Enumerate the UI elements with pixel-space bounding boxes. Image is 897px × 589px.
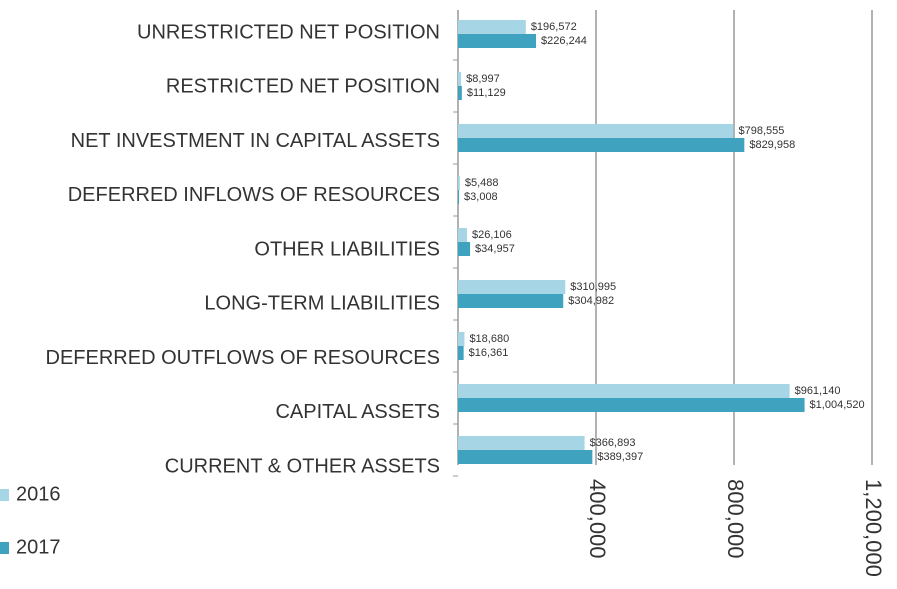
value-label: $366,893 (590, 437, 636, 449)
value-label: $8,997 (466, 73, 500, 85)
bar (458, 190, 460, 204)
value-label: $798,555 (739, 125, 785, 137)
bar (458, 242, 471, 256)
x-tick-label: 800,000 (723, 479, 748, 559)
bar (458, 228, 468, 242)
value-label: $11,129 (467, 87, 506, 99)
bar (458, 398, 805, 412)
bar (458, 332, 465, 346)
x-tick-label: 400,000 (585, 479, 610, 559)
bar (458, 138, 745, 152)
value-label: $5,488 (465, 177, 499, 189)
value-label: $829,958 (749, 139, 795, 151)
bar (458, 86, 462, 100)
bar (458, 450, 593, 464)
category-label: NET INVESTMENT IN CAPITAL ASSETS (71, 130, 440, 152)
category-label: DEFERRED INFLOWS OF RESOURCES (68, 184, 440, 206)
category-label: UNRESTRICTED NET POSITION (137, 21, 440, 43)
bar (458, 280, 566, 294)
value-label: $304,982 (568, 295, 614, 307)
value-label: $1,004,520 (810, 399, 865, 411)
value-label: $389,397 (597, 451, 643, 463)
bar (458, 72, 462, 86)
category-label: CAPITAL ASSETS (275, 401, 440, 423)
bar (458, 436, 585, 450)
value-label: $34,957 (475, 243, 515, 255)
bar (458, 124, 734, 138)
category-label: OTHER LIABILITIES (254, 238, 440, 260)
value-label: $310,995 (570, 281, 616, 293)
bar (458, 34, 537, 48)
legend-swatch (0, 489, 9, 501)
value-label: $196,572 (531, 21, 577, 33)
bar (458, 346, 464, 360)
x-tick-label: 1,200,000 (861, 479, 886, 577)
bar (458, 20, 526, 34)
value-label: $16,361 (469, 347, 509, 359)
category-label: RESTRICTED NET POSITION (166, 76, 440, 98)
value-label: $26,106 (472, 229, 512, 241)
value-label: $18,680 (469, 333, 509, 345)
bar (458, 294, 564, 308)
category-label: LONG-TERM LIABILITIES (204, 293, 440, 315)
legend-label: 2017 (16, 536, 61, 558)
category-label: CURRENT & OTHER ASSETS (165, 455, 440, 477)
category-label: DEFERRED OUTFLOWS OF RESOURCES (46, 347, 440, 369)
bar (458, 176, 460, 190)
value-label: $3,008 (464, 191, 498, 203)
value-label: $961,140 (795, 385, 841, 397)
legend-label: 2016 (16, 483, 61, 505)
legend-swatch (0, 542, 9, 554)
bar (458, 384, 790, 398)
value-label: $226,244 (541, 35, 587, 47)
